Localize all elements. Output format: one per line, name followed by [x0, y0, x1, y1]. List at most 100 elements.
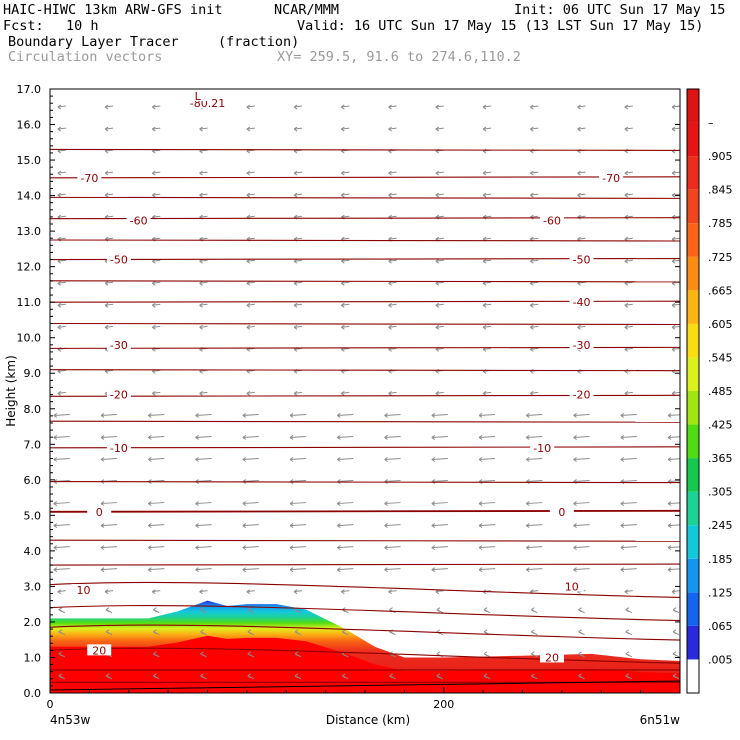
- wind-vector-head: [526, 567, 530, 573]
- wind-vector-shaft: [337, 524, 354, 527]
- wind-vector: [526, 545, 543, 551]
- wind-vector-head: [526, 501, 530, 506]
- wind-vector: [195, 501, 212, 506]
- wind-vector-shaft: [152, 281, 161, 284]
- wind-vector: [337, 545, 354, 551]
- wind-vector: [624, 589, 633, 595]
- wind-vector-head: [388, 126, 392, 132]
- wind-vector-head: [435, 104, 440, 110]
- wind-vector: [620, 567, 637, 573]
- wind-vector-shaft: [152, 149, 161, 152]
- wind-vector: [152, 280, 161, 286]
- wind-vector-head: [384, 523, 388, 529]
- wind-vector-head: [104, 589, 109, 595]
- wind-vector: [152, 192, 161, 198]
- wind-vector: [573, 435, 590, 440]
- colorbar-label: .845: [708, 184, 733, 197]
- wind-vector-shaft: [384, 524, 401, 527]
- field-name: Boundary Layer Tracer: [8, 34, 179, 50]
- wind-vector-head: [530, 126, 534, 132]
- wind-vector: [199, 391, 208, 396]
- wind-vector-head: [672, 607, 677, 613]
- wind-vector: [195, 523, 212, 529]
- wind-vector: [531, 607, 538, 614]
- wind-vector: [104, 104, 114, 110]
- wind-vector-shaft: [431, 435, 448, 438]
- wind-vector: [671, 324, 680, 330]
- wind-vector-shaft: [341, 237, 350, 240]
- contour-label-bg: [195, 97, 220, 109]
- wind-vector-shaft: [53, 413, 70, 416]
- wind-vector: [435, 126, 444, 132]
- wind-vector: [624, 214, 633, 220]
- wind-vector: [577, 104, 586, 110]
- wind-vector-head: [199, 391, 203, 396]
- wind-vector-shaft: [242, 546, 259, 549]
- wind-vector-head: [671, 302, 676, 308]
- wind-vector-head: [199, 302, 203, 308]
- wind-vector: [624, 126, 633, 132]
- wind-vector-head: [526, 413, 530, 418]
- wind-vector-head: [624, 104, 629, 110]
- wind-vector-head: [530, 258, 534, 264]
- wind-vector-shaft: [388, 171, 397, 174]
- y-tick-label: 4.0: [24, 545, 42, 558]
- wind-vector-shaft: [577, 215, 586, 218]
- wind-vector: [531, 673, 538, 680]
- wind-vector: [337, 457, 354, 462]
- wind-vector-head: [478, 501, 483, 506]
- wind-vector-head: [341, 126, 345, 132]
- wind-vector-shaft: [388, 105, 397, 108]
- wind-vector-shaft: [242, 502, 259, 505]
- wind-vector-shaft: [246, 237, 255, 240]
- wind-vector-shaft: [290, 546, 307, 549]
- wind-vector: [667, 413, 680, 418]
- contour-label-bg: [540, 214, 565, 226]
- wind-vector: [152, 104, 161, 110]
- y-tick-label: 16.0: [17, 119, 42, 132]
- wind-vector-head: [578, 607, 582, 613]
- contour-label: 20: [545, 651, 559, 664]
- wind-vector: [388, 391, 397, 396]
- wind-vector-shaft: [431, 413, 448, 416]
- contour-label: -10: [533, 442, 551, 455]
- wind-vector: [152, 324, 161, 330]
- wind-vector-head: [53, 435, 58, 440]
- wind-vector-head: [293, 192, 298, 198]
- wind-vector-shaft: [577, 171, 586, 174]
- wind-vector-shaft: [195, 413, 212, 416]
- wind-vector-shaft: [620, 413, 637, 416]
- wind-vector-head: [53, 501, 58, 506]
- wind-vector-shaft: [199, 237, 208, 240]
- wind-vector: [153, 651, 160, 658]
- wind-vector: [435, 170, 444, 176]
- colorbar-swatch: [687, 89, 699, 123]
- wind-vector-head: [246, 192, 251, 198]
- isotherm: [50, 176, 680, 179]
- wind-vector: [105, 673, 113, 680]
- wind-vector-shaft: [672, 590, 680, 593]
- wind-vector: [482, 258, 492, 264]
- wind-vector-shaft: [57, 325, 66, 328]
- isotherm: [50, 239, 680, 242]
- wind-vector-shaft: [341, 127, 350, 130]
- wind-vector: [58, 673, 66, 680]
- wind-vector: [289, 523, 307, 529]
- wind-vector-head: [337, 567, 341, 573]
- wind-vector-shaft: [620, 568, 637, 571]
- wind-vector-shaft: [624, 105, 633, 108]
- wind-vector-head: [620, 501, 625, 506]
- wind-vector-head: [247, 607, 252, 613]
- wind-vector-shaft: [152, 325, 161, 328]
- wind-vector-head: [624, 302, 629, 308]
- wind-vector: [148, 545, 165, 551]
- y-tick-label: 9.0: [24, 367, 42, 380]
- wind-vector-shaft: [530, 347, 539, 350]
- wind-vector: [624, 368, 633, 374]
- wind-vector-shaft: [479, 502, 496, 505]
- wind-vector-shaft: [483, 303, 492, 306]
- wind-vector-shaft: [53, 524, 70, 527]
- wind-vector-head: [526, 523, 530, 529]
- wind-vector-head: [57, 126, 62, 132]
- wind-vector-head: [667, 567, 672, 573]
